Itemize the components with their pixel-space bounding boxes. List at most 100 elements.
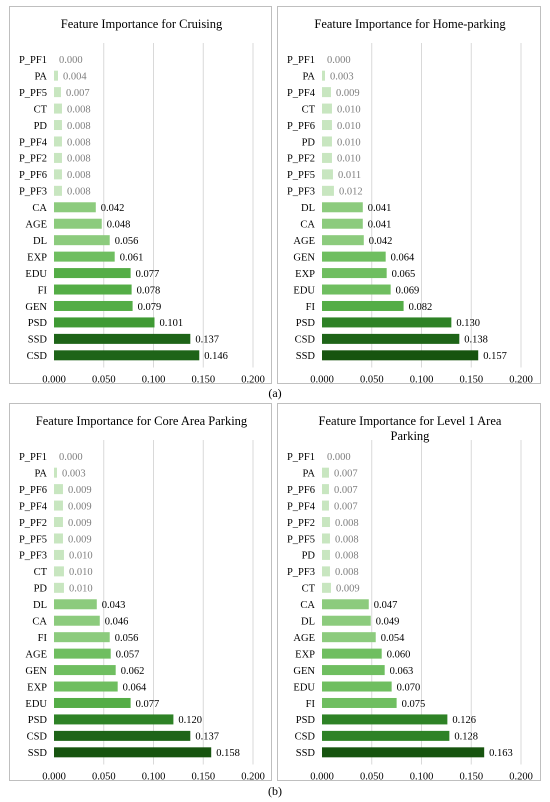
value-label-p-pf4: 0.009 <box>68 501 92 512</box>
category-label-edu: EDU <box>293 682 315 693</box>
category-label-psd: PSD <box>28 318 48 329</box>
category-label-p-pf4: P_PF4 <box>287 88 316 99</box>
value-label-fi: 0.078 <box>137 285 161 296</box>
x-tick-label: 0.000 <box>310 375 334 385</box>
category-label-ct: CT <box>302 584 316 595</box>
bar-p-pf3 <box>54 549 64 560</box>
category-label-dl: DL <box>33 236 47 247</box>
value-label-age: 0.057 <box>116 649 140 660</box>
bar-gen <box>54 300 133 311</box>
x-tick-label: 0.150 <box>459 772 483 782</box>
value-label-ca: 0.046 <box>105 617 129 628</box>
x-tick-label: 0.150 <box>459 375 483 385</box>
category-label-ssd: SSD <box>296 748 316 759</box>
bar-edu <box>322 284 391 295</box>
bar-p-pf6 <box>54 484 63 495</box>
bar-dl <box>54 235 110 246</box>
category-label-pd: PD <box>302 551 316 562</box>
bar-ct <box>322 103 332 114</box>
bar-ca <box>54 202 96 213</box>
x-tick-label: 0.150 <box>191 375 215 385</box>
bar-ssd <box>322 747 485 758</box>
category-label-age: AGE <box>25 220 47 231</box>
bar-pa <box>322 467 329 478</box>
value-label-psd: 0.130 <box>456 318 480 329</box>
value-label-pd: 0.010 <box>69 584 93 595</box>
bar-p-pf3 <box>322 185 334 196</box>
category-label-p-pf1: P_PF1 <box>287 452 315 463</box>
category-label-gen: GEN <box>293 666 315 677</box>
bar-age <box>54 648 111 659</box>
bar-pd <box>322 549 330 560</box>
bar-psd <box>54 714 174 725</box>
category-label-p-pf2: P_PF2 <box>287 518 315 529</box>
category-label-p-pf1: P_PF1 <box>287 55 315 66</box>
category-label-dl: DL <box>301 203 315 214</box>
value-label-p-pf1: 0.000 <box>59 452 83 463</box>
category-label-p-pf6: P_PF6 <box>287 121 315 132</box>
bar-ssd <box>54 333 191 344</box>
category-label-fi: FI <box>306 302 316 313</box>
bar-p-pf4 <box>54 136 62 147</box>
bar-fi <box>54 632 110 643</box>
chart-title-1: Feature Importance for Home-parking <box>314 17 506 31</box>
bar-exp <box>54 681 118 692</box>
category-label-p-pf2: P_PF2 <box>19 518 47 529</box>
bar-pa <box>54 467 57 478</box>
value-label-p-pf3: 0.012 <box>339 187 363 198</box>
x-tick-label: 0.000 <box>42 772 66 782</box>
chart-svg-cruising: Feature Importance for Cruising 0.000 0.05… <box>19 17 265 385</box>
value-label-p-pf6: 0.008 <box>67 170 91 181</box>
chart-panel-level1-area-parking: Feature Importance for Level 1 Area Parki… <box>277 403 541 782</box>
category-label-ssd: SSD <box>28 748 48 759</box>
value-label-pa: 0.003 <box>330 71 354 82</box>
value-label-psd: 0.126 <box>452 715 476 726</box>
category-label-p-pf4: P_PF4 <box>19 137 48 148</box>
bar-p-pf6 <box>322 120 332 131</box>
category-label-p-pf5: P_PF5 <box>287 170 315 181</box>
category-label-pa: PA <box>303 71 316 82</box>
value-label-psd: 0.101 <box>159 318 183 329</box>
category-label-gen: GEN <box>293 252 315 263</box>
category-label-ct: CT <box>302 104 316 115</box>
bar-p-pf5 <box>54 533 63 544</box>
value-label-pa: 0.007 <box>334 468 358 479</box>
value-label-p-pf6: 0.010 <box>337 121 361 132</box>
value-label-dl: 0.043 <box>102 600 126 611</box>
bar-pd <box>54 582 64 593</box>
category-label-csd: CSD <box>295 335 316 346</box>
bar-age <box>54 218 102 229</box>
value-label-fi: 0.082 <box>409 302 433 313</box>
category-label-ca: CA <box>300 600 315 611</box>
bar-dl <box>322 615 371 626</box>
value-label-ct: 0.010 <box>69 567 93 578</box>
chart-panel-home-parking: Feature Importance for Home-parking 0.000… <box>277 6 541 385</box>
category-label-ca: CA <box>32 617 47 628</box>
x-tick-label: 0.150 <box>191 772 215 782</box>
bar-p-pf3 <box>322 566 330 577</box>
x-tick-label: 0.200 <box>509 375 533 385</box>
value-label-p-pf2: 0.008 <box>67 154 91 165</box>
category-label-ca: CA <box>300 220 315 231</box>
bar-ca <box>54 615 100 626</box>
value-label-p-pf5: 0.011 <box>338 170 361 181</box>
category-label-edu: EDU <box>293 285 315 296</box>
value-label-p-pf3: 0.010 <box>69 551 93 562</box>
category-label-p-pf2: P_PF2 <box>19 154 47 165</box>
value-label-csd: 0.146 <box>204 351 228 362</box>
value-label-ct: 0.008 <box>67 104 91 115</box>
category-label-p-pf2: P_PF2 <box>287 154 315 165</box>
bar-pa <box>322 70 325 81</box>
value-label-dl: 0.041 <box>368 203 392 214</box>
bar-p-pf6 <box>54 169 62 180</box>
category-label-age: AGE <box>293 236 315 247</box>
bar-psd <box>322 714 448 725</box>
x-tick-label: 0.200 <box>241 772 265 782</box>
value-label-p-pf3: 0.008 <box>67 187 91 198</box>
bar-fi <box>54 284 132 295</box>
bar-pd <box>322 136 332 147</box>
category-label-p-pf1: P_PF1 <box>19 55 47 66</box>
category-label-fi: FI <box>306 699 316 710</box>
category-label-psd: PSD <box>296 318 316 329</box>
bar-ct <box>54 103 62 114</box>
